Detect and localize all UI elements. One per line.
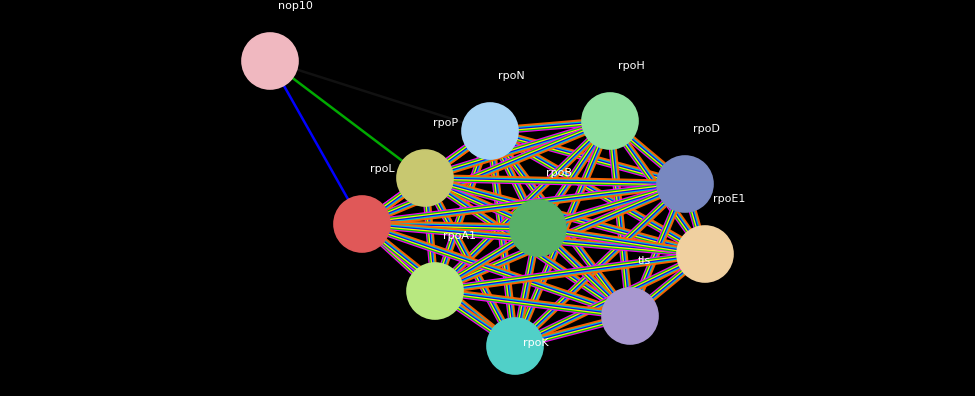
Circle shape xyxy=(582,93,638,149)
Text: rpoB: rpoB xyxy=(546,168,572,178)
Circle shape xyxy=(462,103,518,159)
Circle shape xyxy=(657,156,713,212)
Text: rpoN: rpoN xyxy=(498,71,525,81)
Text: nop10: nop10 xyxy=(278,1,313,11)
Text: rpoK: rpoK xyxy=(523,338,549,348)
Text: rpoE1: rpoE1 xyxy=(713,194,745,204)
Circle shape xyxy=(510,200,566,256)
Text: rpoD: rpoD xyxy=(693,124,720,134)
Text: rpoA1: rpoA1 xyxy=(443,231,476,241)
Circle shape xyxy=(334,196,390,252)
Text: rpoL: rpoL xyxy=(370,164,395,174)
Text: rpoP: rpoP xyxy=(433,118,458,128)
Circle shape xyxy=(242,33,298,89)
Text: rpoH: rpoH xyxy=(618,61,644,71)
Text: tls: tls xyxy=(638,256,651,266)
Circle shape xyxy=(407,263,463,319)
Circle shape xyxy=(397,150,453,206)
Circle shape xyxy=(487,318,543,374)
Circle shape xyxy=(602,288,658,344)
Circle shape xyxy=(677,226,733,282)
